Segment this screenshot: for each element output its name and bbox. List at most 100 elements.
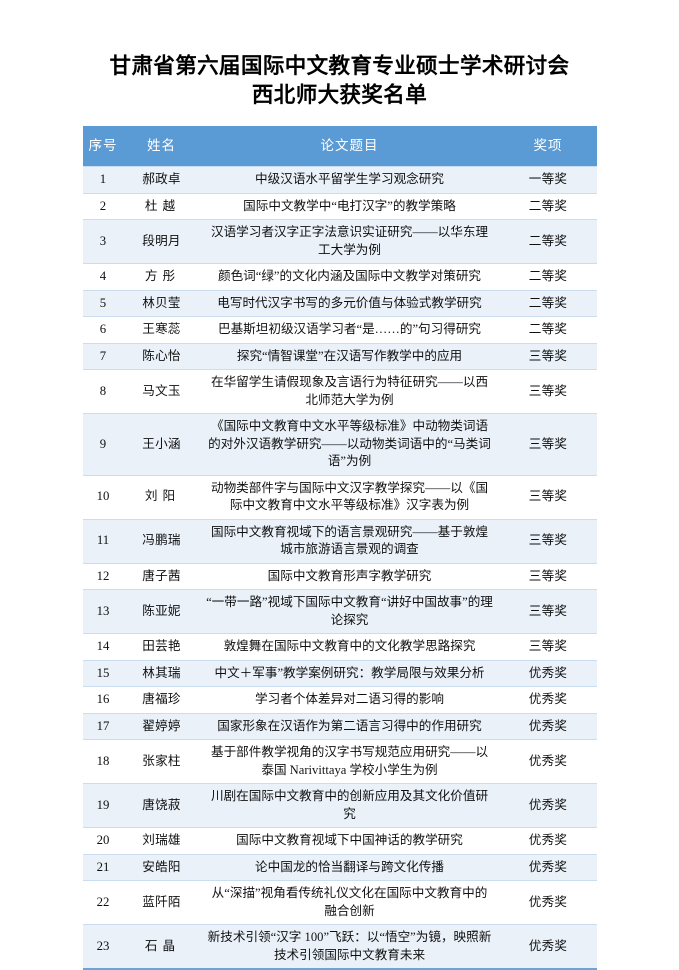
- award-table-container: 序号 姓名 论文题目 奖项 1 郝政卓 中级汉语水平留学生学习观念研究 一等奖 2 杜越国…: [82, 110, 597, 970]
- cell-name: 翟婷婷: [123, 712, 200, 740]
- table-row: 7 陈心怡 探究“情智课堂”在汉语写作教学中的应用 三等奖: [82, 342, 597, 370]
- cell-name: 唐子茜: [123, 562, 200, 590]
- cell-name: 段明月: [123, 219, 200, 264]
- table-row: 2 杜越 国际中文教学中“电打汉字”的教学策略 二等奖: [82, 192, 597, 220]
- cell-name: 陈心怡: [123, 342, 200, 370]
- cell-paper-title: 动物类部件字与国际中文汉字教学探究——以《国际中文教育中文水平等级标准》汉字表为…: [199, 474, 500, 520]
- cell-name: 冯鹏瑞: [123, 518, 200, 564]
- cell-paper-title: 中级汉语水平留学生学习观念研究: [199, 166, 500, 194]
- cell-paper-title: 巴基斯坦初级汉语学习者“是……的”句习得研究: [199, 316, 500, 344]
- cell-paper-title: 敦煌舞在国际中文教育中的文化教学思路探究: [199, 633, 500, 661]
- cell-name: 郝政卓: [123, 166, 200, 194]
- cell-award: 二等奖: [499, 263, 597, 291]
- cell-paper-title: 电写时代汉字书写的多元价值与体验式教学研究: [199, 289, 500, 317]
- cell-name: 唐福珍: [123, 686, 200, 714]
- cell-no: 23: [82, 924, 124, 970]
- table-row: 12 唐子茜 国际中文教育形声字教学研究 三等奖: [82, 562, 597, 590]
- column-header-award: 奖项: [499, 126, 597, 167]
- cell-no: 6: [82, 316, 124, 344]
- cell-paper-title: 从“深描”视角看传统礼仪文化在国际中文教育中的融合创新: [199, 880, 500, 925]
- table-row: 21 安皓阳 论中国龙的恰当翻译与跨文化传播 优秀奖: [82, 853, 597, 881]
- cell-award: 优秀奖: [499, 659, 597, 687]
- award-table: 序号 姓名 论文题目 奖项 1 郝政卓 中级汉语水平留学生学习观念研究 一等奖 2 杜越国…: [82, 126, 597, 970]
- cell-award: 优秀奖: [499, 712, 597, 740]
- cell-name: 田芸艳: [123, 633, 200, 661]
- cell-no: 21: [82, 853, 124, 881]
- table-row: 1 郝政卓 中级汉语水平留学生学习观念研究 一等奖: [82, 166, 597, 194]
- cell-paper-title: 国家形象在汉语作为第二语言习得中的作用研究: [199, 712, 500, 740]
- cell-award: 三等奖: [499, 474, 597, 520]
- table-row: 23 石晶 新技术引领“汉字 100”飞跃：以“悟空”为镜，映照新技术引领国际中文教…: [82, 924, 597, 970]
- cell-award: 优秀奖: [499, 880, 597, 925]
- page-title: 甘肃省第六届国际中文教育专业硕士学术研讨会 西北师大获奖名单: [0, 0, 679, 110]
- column-header-no: 序号: [82, 126, 124, 167]
- table-row: 13 陈亚妮 “一带一路”视域下国际中文教育“讲好中国故事”的理论探究 三等奖: [82, 589, 597, 634]
- cell-no: 2: [82, 192, 124, 220]
- cell-award: 优秀奖: [499, 924, 597, 970]
- page-title-line-1: 甘肃省第六届国际中文教育专业硕士学术研讨会: [109, 54, 570, 79]
- table-row: 4 方彤 颜色词“绿”的文化内涵及国际中文教学对策研究 二等奖: [82, 263, 597, 291]
- cell-paper-title: 新技术引领“汉字 100”飞跃：以“悟空”为镜，映照新技术引领国际中文教育未来: [199, 924, 500, 970]
- cell-name: 安皓阳: [123, 853, 200, 881]
- cell-name: 陈亚妮: [123, 589, 200, 634]
- cell-award: 三等奖: [499, 342, 597, 370]
- cell-no: 4: [82, 263, 124, 291]
- table-row: 16 唐福珍 学习者个体差异对二语习得的影响 优秀奖: [82, 686, 597, 714]
- table-header: 序号 姓名 论文题目 奖项: [82, 126, 597, 167]
- cell-award: 三等奖: [499, 589, 597, 634]
- table-row: 22 蓝阡陌 从“深描”视角看传统礼仪文化在国际中文教育中的融合创新 优秀奖: [82, 880, 597, 925]
- cell-name: 唐饶菽: [123, 783, 200, 828]
- cell-name: 刘瑞雄: [123, 827, 200, 855]
- table-header-row: 序号 姓名 论文题目 奖项: [82, 126, 597, 167]
- cell-award: 三等奖: [499, 633, 597, 661]
- cell-paper-title: 国际中文教育视域下的语言景观研究——基于敦煌城市旅游语言景观的调查: [199, 518, 500, 564]
- cell-no: 13: [82, 589, 124, 634]
- table-row: 17 翟婷婷 国家形象在汉语作为第二语言习得中的作用研究 优秀奖: [82, 712, 597, 740]
- table-row: 6 王寒蕊 巴基斯坦初级汉语学习者“是……的”句习得研究 二等奖: [82, 316, 597, 344]
- cell-no: 20: [82, 827, 124, 855]
- cell-award: 一等奖: [499, 166, 597, 194]
- cell-name: 刘阳: [123, 474, 200, 520]
- cell-name: 王寒蕊: [123, 316, 200, 344]
- table-row: 3 段明月 汉语学习者汉字正字法意识实证研究——以华东理工大学为例 二等奖: [82, 219, 597, 264]
- cell-no: 15: [82, 659, 124, 687]
- cell-no: 14: [82, 633, 124, 661]
- cell-name: 蓝阡陌: [123, 880, 200, 925]
- cell-name: 王小涵: [123, 413, 200, 476]
- cell-paper-title: 《国际中文教育中文水平等级标准》中动物类词语的对外汉语教学研究——以动物类词语中…: [199, 413, 500, 476]
- cell-award: 三等奖: [499, 413, 597, 476]
- cell-no: 11: [82, 518, 124, 564]
- cell-award: 三等奖: [499, 518, 597, 564]
- cell-name: 石晶: [123, 924, 200, 970]
- cell-paper-title: 在华留学生请假现象及言语行为特征研究——以西北师范大学为例: [199, 369, 500, 414]
- cell-name: 马文玉: [123, 369, 200, 414]
- table-row: 10 刘阳 动物类部件字与国际中文汉字教学探究——以《国际中文教育中文水平等级标准》…: [82, 474, 597, 520]
- table-row: 8 马文玉 在华留学生请假现象及言语行为特征研究——以西北师范大学为例 三等奖: [82, 369, 597, 414]
- table-row: 11 冯鹏瑞 国际中文教育视域下的语言景观研究——基于敦煌城市旅游语言景观的调查 三等…: [82, 518, 597, 564]
- table-row: 14 田芸艳 敦煌舞在国际中文教育中的文化教学思路探究 三等奖: [82, 633, 597, 661]
- cell-award: 三等奖: [499, 369, 597, 414]
- cell-award: 优秀奖: [499, 783, 597, 828]
- cell-no: 16: [82, 686, 124, 714]
- cell-no: 22: [82, 880, 124, 925]
- cell-paper-title: 基于部件教学视角的汉字书写规范应用研究——以泰国 Narivittaya 学校小…: [199, 739, 500, 784]
- cell-award: 二等奖: [499, 219, 597, 264]
- cell-paper-title: 川剧在国际中文教育中的创新应用及其文化价值研究: [199, 783, 500, 828]
- table-row: 20 刘瑞雄 国际中文教育视域下中国神话的教学研究 优秀奖: [82, 827, 597, 855]
- table-body: 1 郝政卓 中级汉语水平留学生学习观念研究 一等奖 2 杜越 国际中文教学中“电打汉字”的教…: [82, 166, 597, 970]
- table-row: 18 张家柱 基于部件教学视角的汉字书写规范应用研究——以泰国 Narivittay…: [82, 739, 597, 784]
- table-row: 15 林其瑞 中文＋军事”教学案例研究：教学局限与效果分析 优秀奖: [82, 659, 597, 687]
- table-row: 5 林贝莹 电写时代汉字书写的多元价值与体验式教学研究 二等奖: [82, 289, 597, 317]
- table-row: 19 唐饶菽 川剧在国际中文教育中的创新应用及其文化价值研究 优秀奖: [82, 783, 597, 828]
- cell-paper-title: 论中国龙的恰当翻译与跨文化传播: [199, 853, 500, 881]
- cell-no: 10: [82, 474, 124, 520]
- cell-name: 杜越: [123, 192, 200, 220]
- cell-name: 方彤: [123, 263, 200, 291]
- table-row: 9 王小涵 《国际中文教育中文水平等级标准》中动物类词语的对外汉语教学研究——以动物…: [82, 413, 597, 476]
- cell-award: 二等奖: [499, 316, 597, 344]
- cell-paper-title: “一带一路”视域下国际中文教育“讲好中国故事”的理论探究: [199, 589, 500, 634]
- cell-no: 1: [82, 166, 124, 194]
- cell-paper-title: 国际中文教学中“电打汉字”的教学策略: [199, 192, 500, 220]
- cell-name: 林其瑞: [123, 659, 200, 687]
